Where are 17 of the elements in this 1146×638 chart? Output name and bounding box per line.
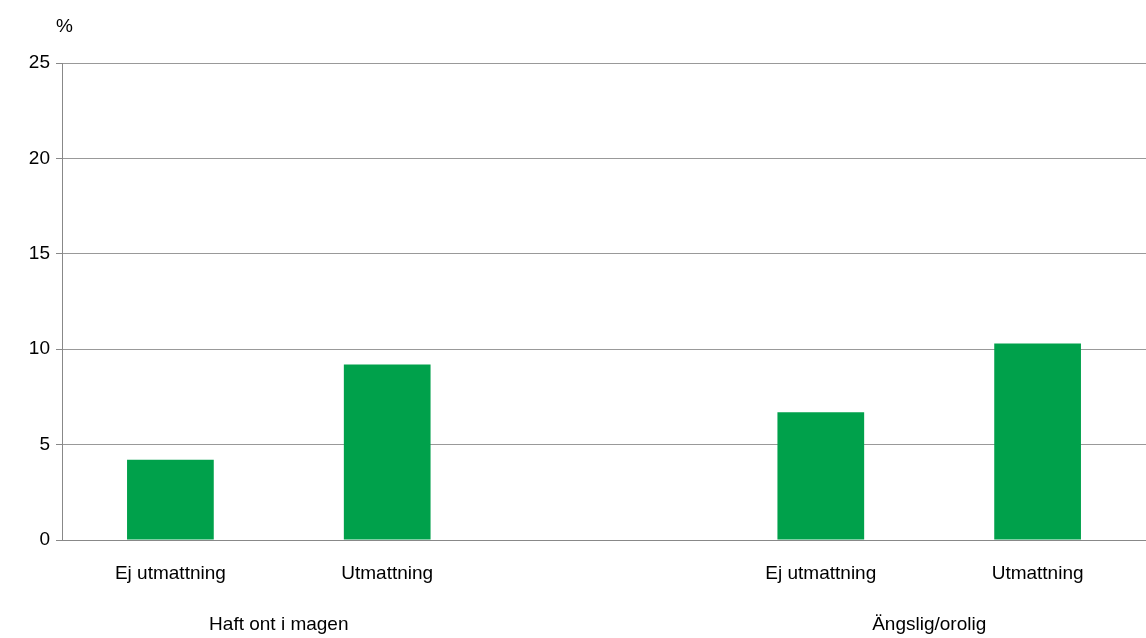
y-tick-label: 10 <box>28 337 50 359</box>
bar <box>127 459 214 540</box>
y-tick-label: 20 <box>28 146 50 168</box>
bar <box>994 343 1081 540</box>
y-tick-label: 15 <box>28 242 50 264</box>
y-axis-title: % <box>56 15 73 36</box>
text: Haft ont i magen <box>209 613 349 635</box>
x-tick-label: Utmattning <box>991 561 1084 583</box>
bar <box>777 412 865 540</box>
y-tick-label: 5 <box>39 432 50 454</box>
y-tick-label: 25 <box>28 51 50 73</box>
bar <box>343 364 431 540</box>
x-tick-label: Ej utmattning <box>114 561 226 583</box>
text: Ängslig/orolig <box>872 613 987 635</box>
x-tick-label: Utmattning <box>341 561 434 583</box>
x-tick-label: Ej utmattning <box>765 561 877 583</box>
y-tick-label: 0 <box>39 528 50 550</box>
